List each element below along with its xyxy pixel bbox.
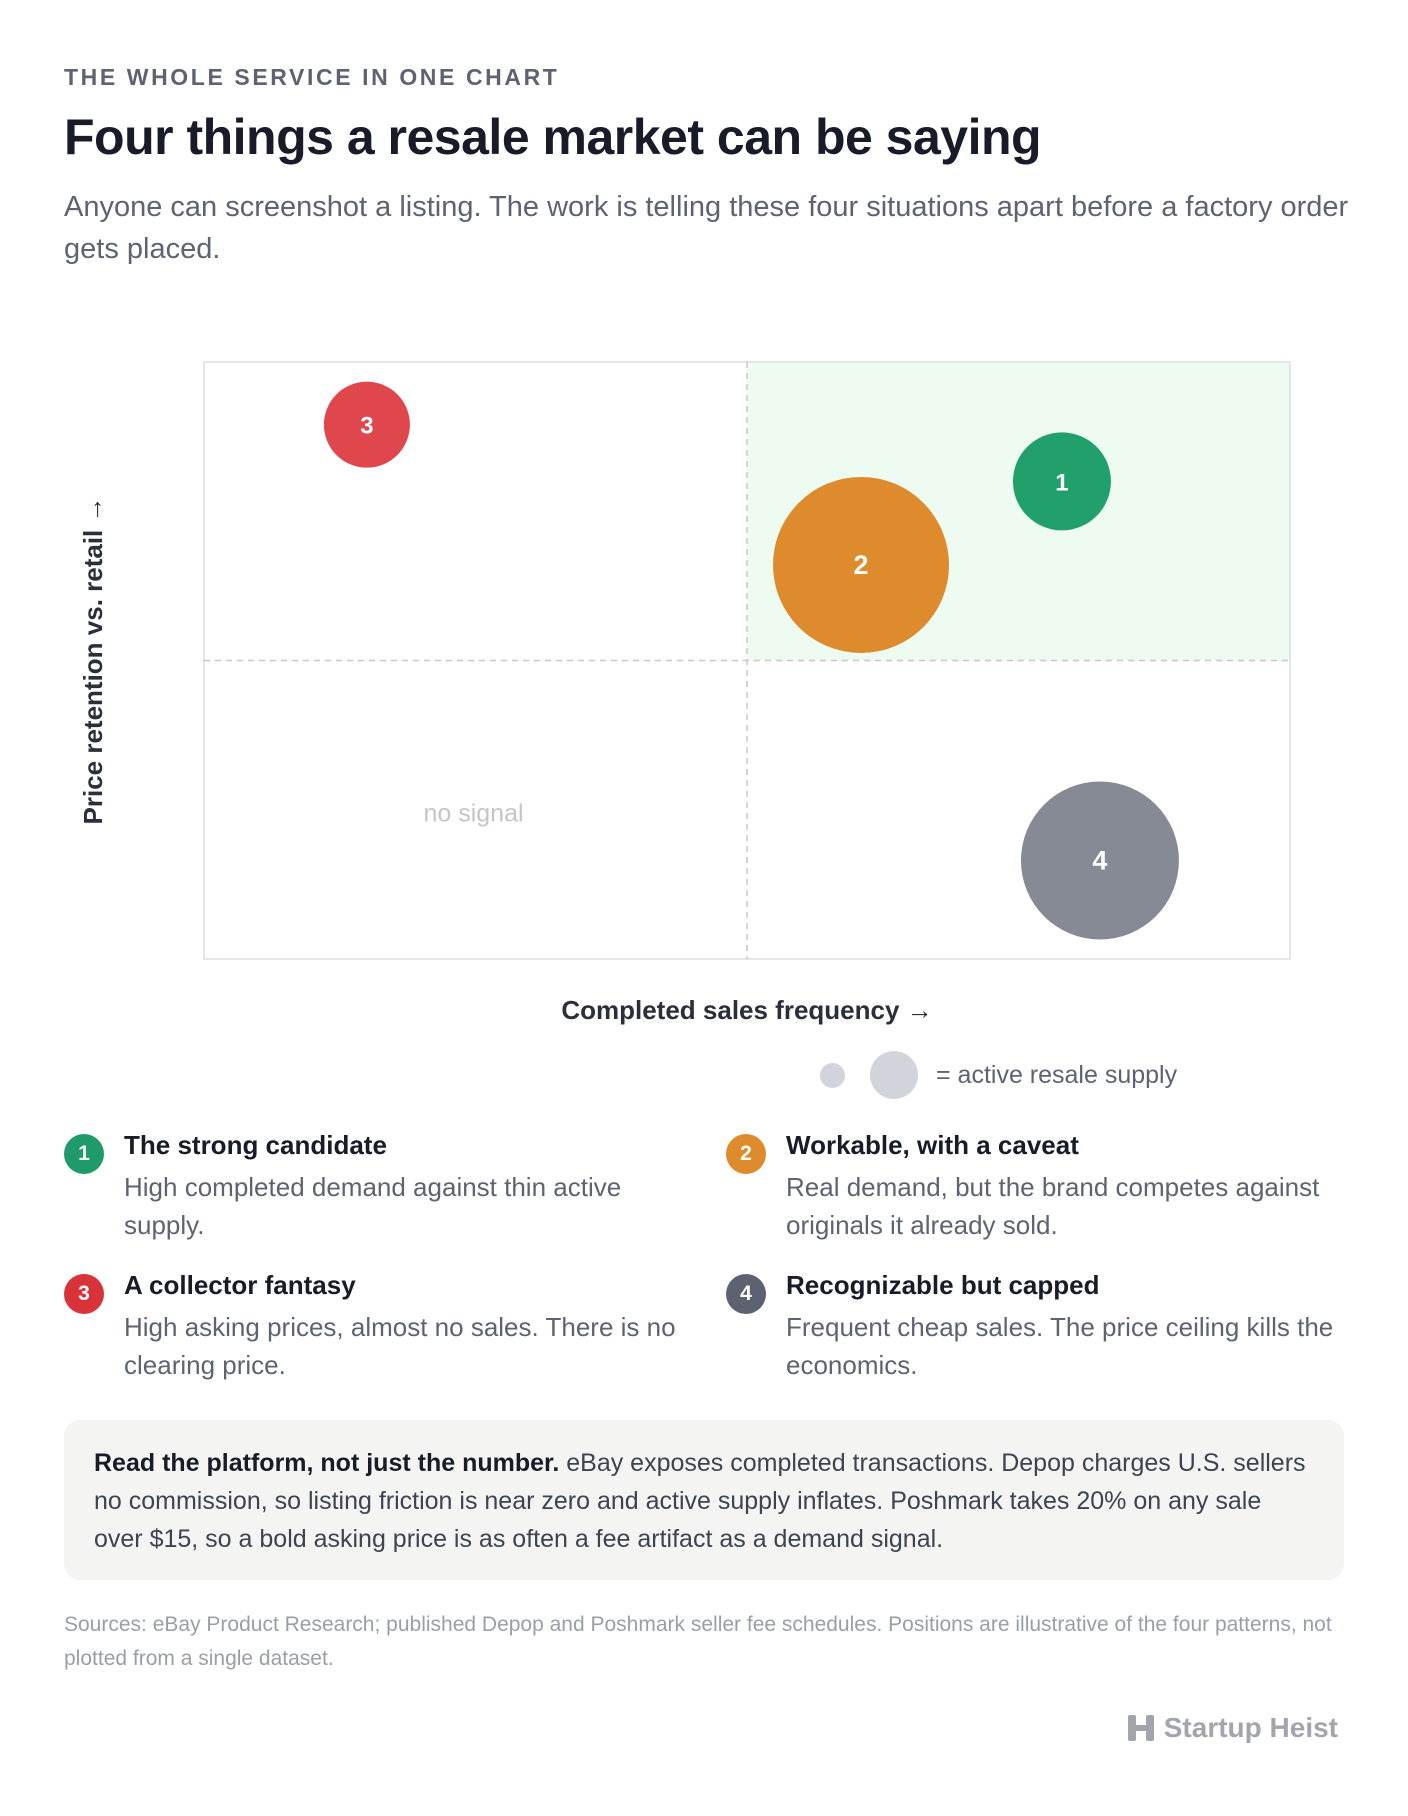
- eyebrow: THE WHOLE SERVICE IN ONE CHART: [64, 64, 560, 90]
- data-point-label-1: 1: [1055, 469, 1068, 496]
- empty-quadrant-label: no signal: [423, 800, 523, 828]
- legend-heading: The strong candidate: [124, 1130, 387, 1160]
- page-title: Four things a resale market can be sayin…: [64, 109, 1042, 165]
- legend-description: Real demand, but the brand competes agai…: [786, 1172, 1320, 1240]
- points-layer: 1 2 3 4: [323, 381, 1179, 940]
- quadrant-chart: no signal Price retention vs. retail → C…: [78, 361, 1291, 1025]
- legend-description: High completed demand against thin activ…: [124, 1172, 622, 1240]
- size-legend-label: = active resale supply: [936, 1060, 1178, 1089]
- sources-text: Sources: eBay Product Research; publishe…: [64, 1613, 1332, 1670]
- note-body: eBay exposes completed transactions. Dep…: [94, 1449, 1306, 1553]
- size-legend-small-dot: [820, 1062, 845, 1088]
- data-point-label-4: 4: [1092, 845, 1107, 875]
- legend-heading: Workable, with a caveat: [786, 1130, 1079, 1160]
- platform-note: Read the platform, not just the number. …: [64, 1420, 1344, 1580]
- brand: Startup Heist: [1127, 1712, 1338, 1744]
- brand-name: Startup Heist: [1163, 1712, 1338, 1743]
- legend-number-badge: 2: [726, 1134, 766, 1174]
- legend-description: High asking prices, almost no sales. The…: [124, 1312, 676, 1380]
- data-point-4: [1020, 781, 1179, 940]
- legend-number-badge: 3: [64, 1274, 104, 1314]
- size-legend: = active resale supply: [820, 1050, 1177, 1100]
- startup-heist-logo-icon: [1127, 1715, 1154, 1741]
- data-point-3: [323, 381, 410, 468]
- size-legend-large-dot: [870, 1051, 918, 1099]
- note-lead: Read the platform, not just the number.: [94, 1449, 560, 1477]
- legend-description: Frequent cheap sales. The price ceiling …: [786, 1312, 1334, 1380]
- subtitle: Anyone can screenshot a listing. The wor…: [64, 191, 1349, 265]
- legend-number-badge: 4: [726, 1274, 766, 1314]
- data-point-2: [773, 476, 950, 653]
- legend-number-badge: 1: [64, 1134, 104, 1174]
- legend-heading: Recognizable but capped: [786, 1270, 1100, 1300]
- data-point-label-2: 2: [854, 550, 869, 580]
- legend-heading: A collector fantasy: [124, 1270, 356, 1300]
- y-axis-label: Price retention vs. retail →: [78, 496, 108, 824]
- data-point-label-3: 3: [360, 413, 373, 440]
- data-point-1: [1012, 432, 1111, 531]
- x-axis-label: Completed sales frequency →: [561, 995, 932, 1025]
